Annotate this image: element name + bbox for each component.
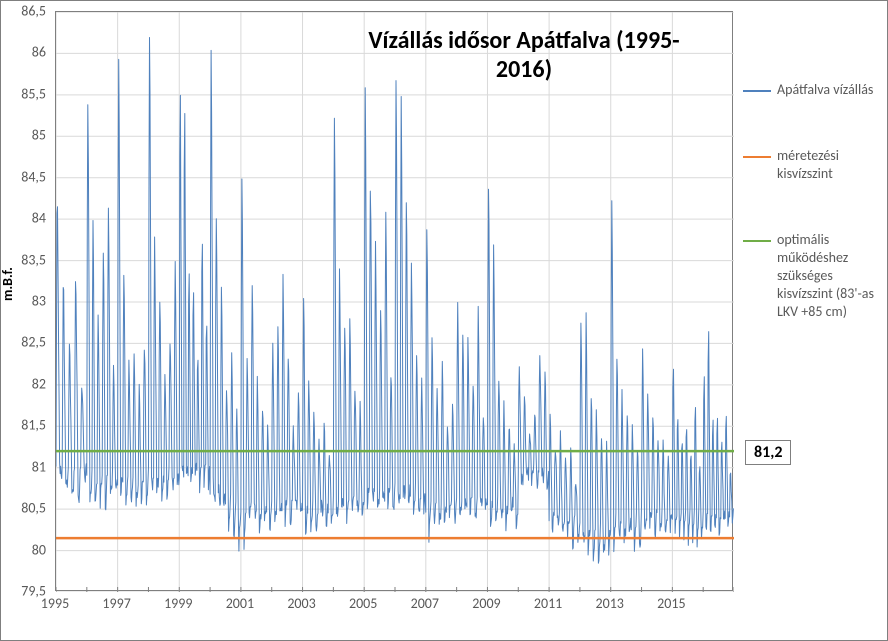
x-tick-label: 1995 <box>41 595 69 612</box>
x-tick-label: 2013 <box>596 595 624 612</box>
legend-swatch <box>743 156 771 158</box>
y-tick-label: 84,5 <box>2 168 46 185</box>
y-axis: 79,58080,58181,58282,58383,58484,58585,5… <box>3 11 51 591</box>
y-tick-label: 82 <box>2 375 46 392</box>
legend-label: Apátfalva vízállás <box>777 81 873 99</box>
legend-swatch <box>743 90 771 92</box>
x-axis: 1995199719992001200320052007200920112013… <box>55 595 733 635</box>
legend: Apátfalva vízállás méretezési kisvízszint… <box>743 81 883 369</box>
y-tick-label: 82,5 <box>2 334 46 351</box>
legend-item: optimális működéshez szükséges kisvízszi… <box>743 231 883 321</box>
chart-container: m.B.f. 79,58080,58181,58282,58383,58484,… <box>0 0 888 641</box>
y-tick-label: 80,5 <box>2 500 46 517</box>
y-tick-label: 81 <box>2 458 46 475</box>
legend-swatch <box>743 240 771 242</box>
y-tick-label: 79,5 <box>2 583 46 600</box>
green-line-value-callout: 81,2 <box>745 440 791 465</box>
legend-label: optimális működéshez szükséges kisvízszi… <box>777 231 883 321</box>
x-tick-label: 2003 <box>287 595 315 612</box>
y-tick-label: 83,5 <box>2 251 46 268</box>
x-tick-label: 2011 <box>534 595 562 612</box>
y-tick-label: 86 <box>2 44 46 61</box>
y-tick-label: 85,5 <box>2 85 46 102</box>
series-apatfalva <box>56 38 733 564</box>
legend-item: méretezési kisvízszint <box>743 147 883 183</box>
x-tick-label: 1997 <box>102 595 130 612</box>
legend-label: méretezési kisvízszint <box>777 147 883 183</box>
y-tick-label: 86,5 <box>2 3 46 20</box>
y-tick-label: 81,5 <box>2 417 46 434</box>
y-tick-label: 80 <box>2 541 46 558</box>
x-tick-label: 2009 <box>472 595 500 612</box>
x-tick-label: 1999 <box>164 595 192 612</box>
y-tick-label: 84 <box>2 210 46 227</box>
legend-item: Apátfalva vízállás <box>743 81 883 99</box>
y-tick-label: 85 <box>2 127 46 144</box>
x-tick-label: 2015 <box>657 595 685 612</box>
x-tick-label: 2007 <box>411 595 439 612</box>
x-tick-label: 2001 <box>226 595 254 612</box>
x-tick-label: 2005 <box>349 595 377 612</box>
plot-area: Vízállás idősor Apátfalva (1995-2016) <box>55 11 733 591</box>
y-tick-label: 83 <box>2 293 46 310</box>
